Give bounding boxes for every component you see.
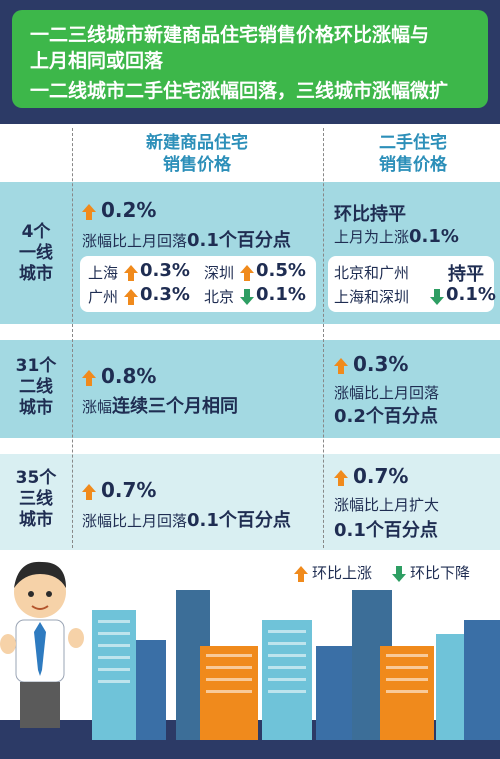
- row-label-tier: 二线: [19, 377, 53, 397]
- used-city-group2-value: 0.1%: [446, 284, 496, 305]
- used-city-group1-status: 持平: [448, 264, 484, 285]
- legend-up-label: 环比上涨: [312, 564, 373, 582]
- new-housing-title-line2: 销售价格: [163, 155, 231, 175]
- tier1-new-desc: 涨幅比上月回落0.1个百分点: [82, 226, 291, 252]
- tier3-used-value: 0.7%: [353, 464, 409, 488]
- city-beijing-value: 0.1%: [256, 284, 306, 305]
- tier3-used-desc-bold: 0.1个百分点: [334, 520, 438, 541]
- tier2-new-desc-text: 涨幅: [82, 398, 113, 416]
- up-arrow-icon: [240, 265, 254, 281]
- column-divider-left: [72, 128, 73, 548]
- tier3-used-desc: 涨幅比上月扩大: [334, 496, 440, 514]
- tier3-new-desc-bold: 0.1个百分点: [187, 510, 291, 531]
- row-label-tier3: 35个 三线 城市: [0, 468, 72, 531]
- tier2-new-desc: 涨幅连续三个月相同: [82, 392, 238, 418]
- tier2-used-value: 0.3%: [353, 352, 409, 376]
- tier1-new-desc-text: 涨幅比上月回落: [82, 232, 188, 250]
- down-arrow-icon: [240, 289, 254, 305]
- down-arrow-icon: [430, 289, 444, 305]
- row-label-tier: 三线: [19, 489, 53, 509]
- row-label-count: 35个: [15, 468, 57, 488]
- banner: 一二三线城市新建商品住宅销售价格环比涨幅与 上月相同或回落 一二线城市二手住宅涨…: [0, 0, 500, 124]
- row-label-count: 4个: [21, 222, 51, 242]
- city-beijing-name: 北京: [204, 288, 235, 306]
- row-label-count: 31个: [15, 356, 57, 376]
- up-arrow-icon: [334, 470, 348, 486]
- tier3-new-desc-text: 涨幅比上月回落: [82, 512, 188, 530]
- legend-up-arrow-icon: [294, 566, 308, 582]
- tier1-used-city-box: 北京和广州 持平 上海和深圳 0.1%: [328, 256, 496, 312]
- used-city-group2-name: 上海和深圳: [334, 288, 410, 306]
- tier1-new-value: 0.2%: [101, 198, 157, 222]
- headline-line-3: 一二线城市二手住宅涨幅回落，三线城市涨幅微扩: [30, 80, 449, 102]
- up-arrow-icon: [82, 370, 96, 386]
- row-label-tier2: 31个 二线 城市: [0, 356, 72, 419]
- new-housing-title-line1: 新建商品住宅: [146, 133, 248, 153]
- row-tier2: 31个 二线 城市 0.8% 涨幅连续三个月相同 0.3% 涨幅比上月回落 0.…: [0, 340, 500, 438]
- row-label-tier: 一线: [19, 243, 53, 263]
- headline-box: 一二三线城市新建商品住宅销售价格环比涨幅与 上月相同或回落 一二线城市二手住宅涨…: [12, 10, 488, 108]
- tier3-new-value: 0.7%: [101, 478, 157, 502]
- row-label-tier1: 4个 一线 城市: [0, 222, 72, 285]
- city-shanghai-value: 0.3%: [140, 260, 190, 281]
- up-arrow-icon: [82, 204, 96, 220]
- city-shenzhen-name: 深圳: [204, 264, 235, 282]
- headline-line-1: 一二三线城市新建商品住宅销售价格环比涨幅与: [30, 24, 430, 46]
- tier1-used-title: 环比持平: [334, 204, 406, 225]
- tier3-new-desc: 涨幅比上月回落0.1个百分点: [82, 506, 291, 532]
- tier2-new-value: 0.8%: [101, 364, 157, 388]
- tier2-used-desc: 涨幅比上月回落: [334, 384, 440, 402]
- legend-down-label: 环比下降: [410, 564, 471, 582]
- tier1-new-city-box: 上海 0.3% 深圳 0.5% 广州 0.3% 北京 0.1%: [80, 256, 316, 312]
- used-housing-title-line2: 销售价格: [379, 155, 447, 175]
- tier1-new-desc-bold: 0.1个百分点: [187, 230, 291, 251]
- row-gap: [0, 324, 500, 340]
- legend-down-arrow-icon: [392, 566, 406, 582]
- used-housing-title-line1: 二手住宅: [379, 133, 447, 153]
- tier2-used-desc-bold: 0.2个百分点: [334, 406, 438, 427]
- headline-line-2: 上月相同或回落: [30, 50, 164, 72]
- up-arrow-icon: [124, 265, 138, 281]
- up-arrow-icon: [124, 289, 138, 305]
- footer-illustration: 环比上涨 环比下降: [0, 550, 500, 759]
- tier1-used-desc-text: 上月为上涨: [334, 228, 410, 246]
- tier2-new-desc-bold: 连续三个月相同: [112, 396, 239, 417]
- new-housing-column-title: 新建商品住宅 销售价格: [72, 132, 322, 176]
- city-skyline-illustration: [0, 561, 500, 759]
- tier1-used-desc-bold: 0.1%: [409, 226, 459, 247]
- up-arrow-icon: [334, 358, 348, 374]
- column-header: 新建商品住宅 销售价格 二手住宅 销售价格: [0, 124, 500, 182]
- tier1-used-desc: 上月为上涨0.1%: [334, 226, 459, 247]
- city-shanghai-name: 上海: [88, 264, 119, 282]
- row-tier1: 4个 一线 城市 0.2% 涨幅比上月回落0.1个百分点 上海 0.3% 深圳 …: [0, 182, 500, 324]
- up-arrow-icon: [82, 484, 96, 500]
- city-shenzhen-value: 0.5%: [256, 260, 306, 281]
- column-divider-right: [323, 128, 324, 548]
- row-label-city: 城市: [19, 398, 53, 418]
- row-tier3: 35个 三线 城市 0.7% 涨幅比上月回落0.1个百分点 0.7% 涨幅比上月…: [0, 454, 500, 550]
- row-label-city: 城市: [19, 264, 53, 284]
- city-guangzhou-name: 广州: [88, 288, 119, 306]
- row-gap: [0, 438, 500, 454]
- used-housing-column-title: 二手住宅 销售价格: [326, 132, 500, 176]
- used-city-group1-name: 北京和广州: [334, 264, 410, 282]
- row-label-city: 城市: [19, 510, 53, 530]
- city-guangzhou-value: 0.3%: [140, 284, 190, 305]
